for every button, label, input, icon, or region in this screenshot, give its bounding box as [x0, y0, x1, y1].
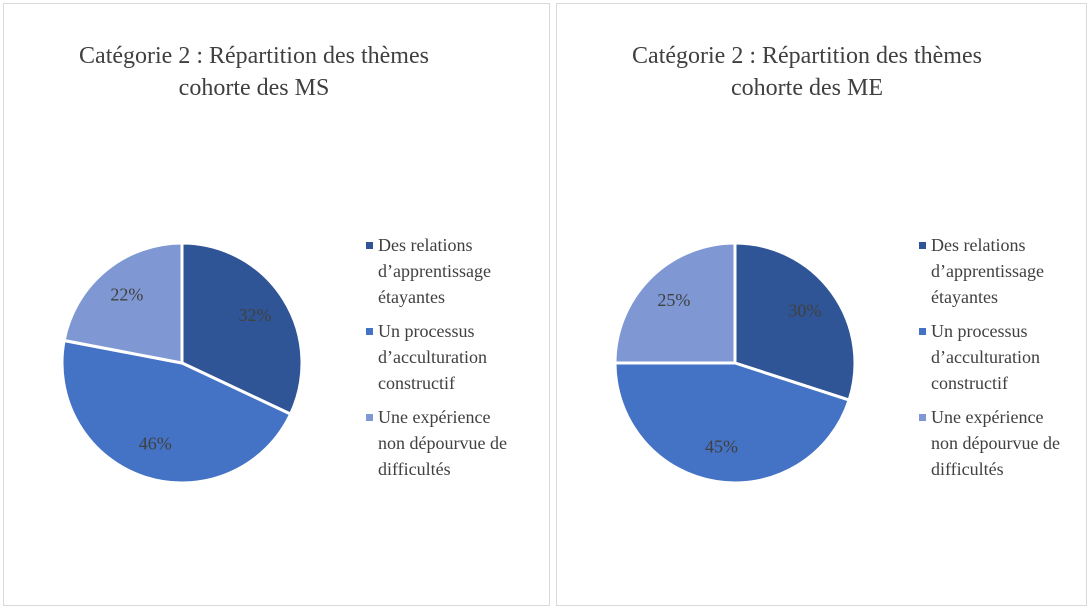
legend-label: Des relations d’apprentissage étayantes [378, 235, 491, 307]
pie-area: 30% 45% 25% [613, 241, 857, 485]
data-label: 22% [110, 285, 143, 305]
chart-panel: Catégorie 2 : Répartition des thèmes coh… [3, 3, 550, 606]
pie-slice [733, 241, 857, 402]
legend-swatch [919, 414, 926, 421]
legend-swatch [366, 328, 373, 335]
legend-swatch [366, 242, 373, 249]
legend-label: Une expérience non dépourvue de difficul… [931, 407, 1060, 479]
legend-swatch [919, 242, 926, 249]
data-label: 25% [657, 290, 690, 310]
chart-panel: Catégorie 2 : Répartition des thèmes coh… [556, 3, 1087, 606]
data-label: 45% [705, 436, 738, 456]
pie-slice [60, 338, 293, 485]
pie-area: 32% 46% 22% [60, 241, 304, 485]
data-label: 32% [238, 305, 271, 325]
chart-title: Catégorie 2 : Répartition des thèmes coh… [632, 43, 982, 101]
legend-label: Un processus d’acculturation constructif [378, 321, 487, 393]
legend-entry: Un processus d’acculturation constructif [366, 318, 516, 396]
legend-label: Des relations d’apprentissage étayantes [931, 235, 1044, 307]
legend-entry: Des relations d’apprentissage étayantes [919, 232, 1069, 310]
legend-label: Une expérience non dépourvue de difficul… [378, 407, 507, 479]
legend-entry: Un processus d’acculturation constructif [919, 318, 1069, 396]
legend-label: Un processus d’acculturation constructif [931, 321, 1040, 393]
chart-title: Catégorie 2 : Répartition des thèmes coh… [79, 43, 429, 101]
data-label: 30% [788, 300, 821, 320]
legend-entry: Une expérience non dépourvue de difficul… [366, 404, 516, 482]
pie-slice [613, 361, 852, 485]
data-label: 46% [139, 433, 172, 453]
legend: Des relations d’apprentissage étayantes U… [919, 232, 1069, 490]
legend-swatch [366, 414, 373, 421]
pie-slice [62, 241, 184, 365]
legend-entry: Une expérience non dépourvue de difficul… [919, 404, 1069, 482]
legend: Des relations d’apprentissage étayantes U… [366, 232, 516, 490]
pie-slice [613, 241, 737, 365]
legend-entry: Des relations d’apprentissage étayantes [366, 232, 516, 310]
pie-slice [180, 241, 304, 417]
legend-swatch [919, 328, 926, 335]
